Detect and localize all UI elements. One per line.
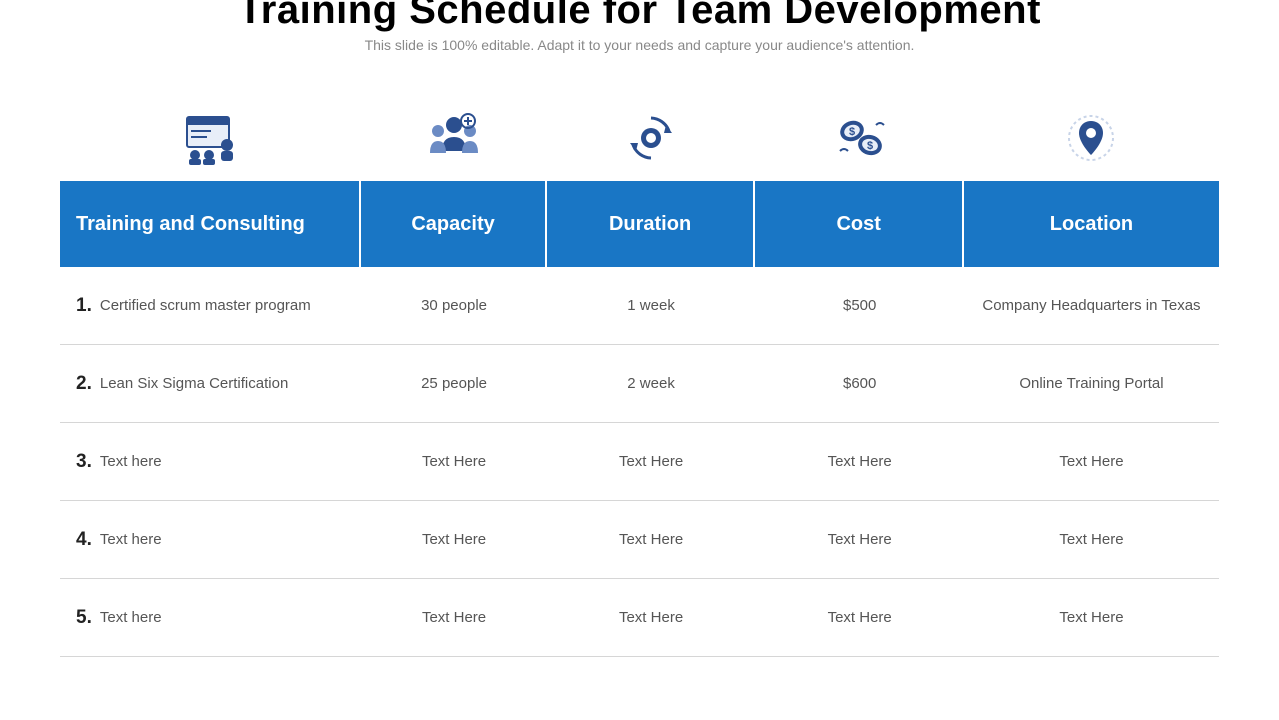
row-number: 4. xyxy=(76,529,92,551)
money-icon: $ $ xyxy=(828,106,892,170)
slide-container: Training Schedule for Team Development T… xyxy=(0,0,1279,708)
people-icon xyxy=(422,106,486,170)
page-subtitle: This slide is 100% editable. Adapt it to… xyxy=(40,37,1239,53)
cell-capacity: Text Here xyxy=(361,579,546,656)
header-duration: Duration xyxy=(547,181,756,267)
cell-capacity: 25 people xyxy=(361,345,546,422)
cell-capacity: Text Here xyxy=(361,423,546,500)
icon-cell-capacity xyxy=(361,103,546,173)
cell-cost: Text Here xyxy=(755,501,964,578)
cycle-icon xyxy=(619,106,683,170)
table-row: 5. Text here Text Here Text Here Text He… xyxy=(60,579,1219,657)
cell-duration: Text Here xyxy=(547,501,756,578)
cell-duration: Text Here xyxy=(547,579,756,656)
row-label: Certified scrum master program xyxy=(100,297,311,314)
header-cost: Cost xyxy=(755,181,964,267)
cell-location: Text Here xyxy=(964,423,1219,500)
cell-capacity: 30 people xyxy=(361,267,546,344)
cell-capacity: Text Here xyxy=(361,501,546,578)
table-row: 2. Lean Six Sigma Certification 25 peopl… xyxy=(60,345,1219,423)
row-label: Text here xyxy=(100,609,162,626)
table-row: 3. Text here Text Here Text Here Text He… xyxy=(60,423,1219,501)
cell-duration: Text Here xyxy=(547,423,756,500)
icon-row: $ $ xyxy=(40,103,1239,173)
presentation-icon xyxy=(179,106,243,170)
table-row: 1. Certified scrum master program 30 peo… xyxy=(60,267,1219,345)
cell-location: Text Here xyxy=(964,501,1219,578)
cell-training: 3. Text here xyxy=(60,423,361,500)
svg-text:$: $ xyxy=(867,140,873,152)
svg-text:$: $ xyxy=(849,126,855,138)
cell-cost: Text Here xyxy=(755,579,964,656)
cell-location: Online Training Portal xyxy=(964,345,1219,422)
header-location: Location xyxy=(964,181,1219,267)
cell-training: 4. Text here xyxy=(60,501,361,578)
cell-cost: $600 xyxy=(755,345,964,422)
icon-cell-training xyxy=(60,103,361,173)
table-header-row: Training and Consulting Capacity Duratio… xyxy=(60,181,1219,267)
row-number: 2. xyxy=(76,373,92,395)
cell-duration: 1 week xyxy=(547,267,756,344)
cell-training: 1. Certified scrum master program xyxy=(60,267,361,344)
row-label: Text here xyxy=(100,453,162,470)
icon-cell-location xyxy=(964,103,1219,173)
row-number: 1. xyxy=(76,295,92,317)
cell-location: Company Headquarters in Texas xyxy=(964,267,1219,344)
row-label: Lean Six Sigma Certification xyxy=(100,375,288,392)
header-capacity: Capacity xyxy=(361,181,546,267)
pin-icon xyxy=(1059,106,1123,170)
row-number: 3. xyxy=(76,451,92,473)
cell-cost: Text Here xyxy=(755,423,964,500)
row-number: 5. xyxy=(76,607,92,629)
training-table: Training and Consulting Capacity Duratio… xyxy=(60,181,1219,657)
cell-training: 5. Text here xyxy=(60,579,361,656)
table-row: 4. Text here Text Here Text Here Text He… xyxy=(60,501,1219,579)
row-label: Text here xyxy=(100,531,162,548)
cell-training: 2. Lean Six Sigma Certification xyxy=(60,345,361,422)
cell-cost: $500 xyxy=(755,267,964,344)
cell-duration: 2 week xyxy=(547,345,756,422)
header-training: Training and Consulting xyxy=(60,181,361,267)
icon-cell-cost: $ $ xyxy=(755,103,964,173)
page-title: Training Schedule for Team Development xyxy=(40,0,1239,33)
icon-cell-duration xyxy=(547,103,756,173)
cell-location: Text Here xyxy=(964,579,1219,656)
